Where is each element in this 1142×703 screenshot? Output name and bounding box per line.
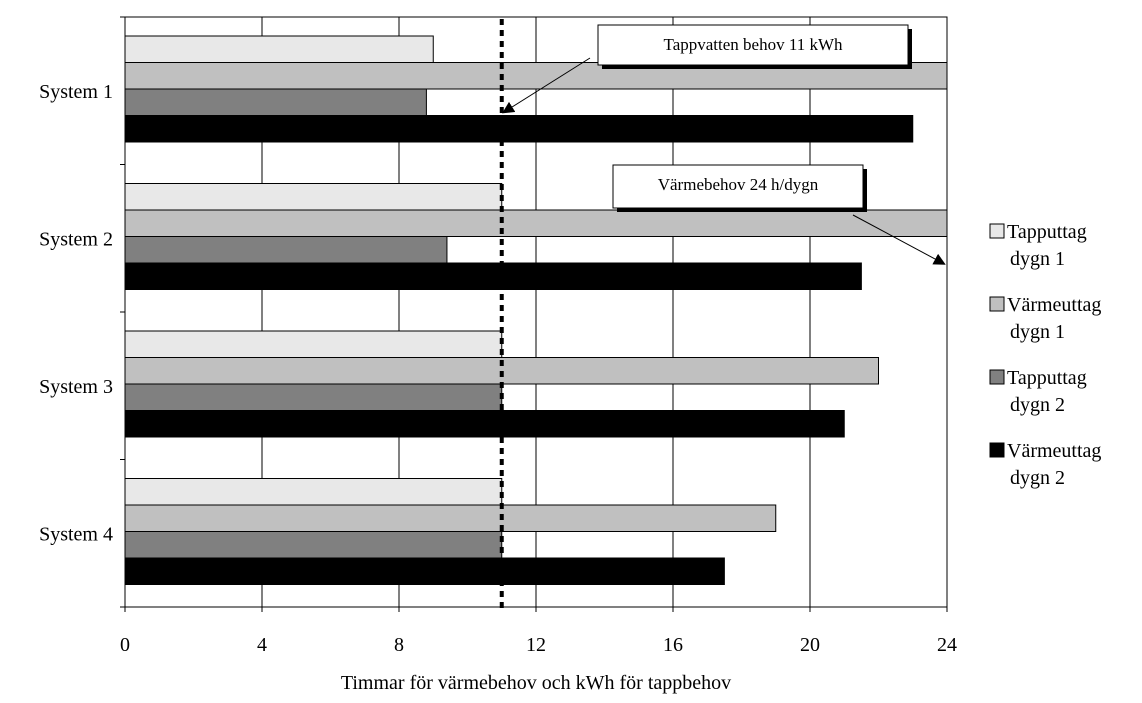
x-tick-label: 12 [526,634,546,656]
x-tick-label: 0 [120,634,130,656]
annotation-arrow [852,214,946,265]
legend-swatch [989,369,1005,385]
annotation-text: Värmebehov 24 h/dygn [658,175,819,194]
category-label: System 3 [39,376,113,398]
legend-label: dygn 1 [1010,248,1065,270]
legend-label: dygn 1 [1010,321,1065,343]
x-tick-label: 16 [663,634,683,656]
legend-label: Tapputtag [1007,367,1087,389]
bar [124,330,503,358]
bar [124,478,503,506]
annotation-arrow [502,57,591,114]
bar [124,262,862,290]
bar [124,531,503,559]
x-tick-label: 8 [394,634,404,656]
category-label: System 2 [39,228,113,250]
annotation-box [597,24,909,66]
x-tick-label: 24 [937,634,957,656]
x-tick-label: 4 [257,634,267,656]
x-axis-title: Timmar för värmebehov och kWh för tappbe… [341,672,731,694]
bar [124,504,777,532]
x-tick-label: 20 [800,634,820,656]
legend-swatch [989,223,1005,239]
bar [124,557,725,585]
bar [124,115,914,143]
legend-label: Värmeuttag [1007,440,1101,462]
legend-swatch [989,442,1005,458]
annotation-box [612,164,864,209]
bar [124,383,503,411]
bar [124,35,434,63]
legend-swatch [989,296,1005,312]
category-label: System 1 [39,81,113,103]
category-label: System 4 [39,523,113,545]
legend-label: dygn 2 [1010,394,1065,416]
bar [124,183,503,211]
bar [124,410,845,438]
bar [124,236,448,264]
legend-label: Tapputtag [1007,221,1087,243]
bar [124,209,948,237]
legend-label: Värmeuttag [1007,294,1101,316]
bar [124,88,427,116]
legend-label: dygn 2 [1010,467,1065,489]
annotation-text: Tappvatten behov 11 kWh [664,35,843,54]
